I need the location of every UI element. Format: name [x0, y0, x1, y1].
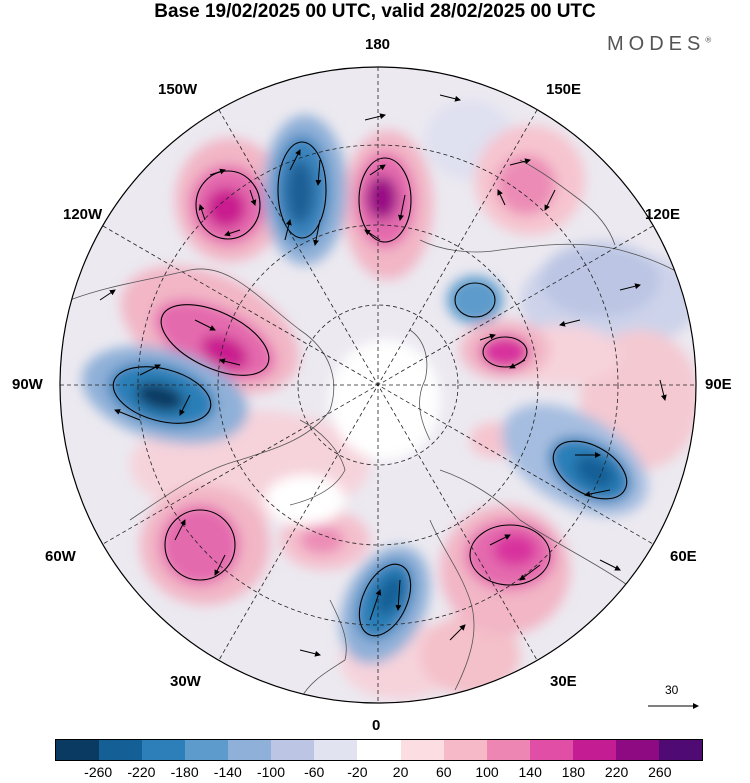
- reference-vector-label: 30: [665, 683, 679, 697]
- lon-label-120e: 120E: [645, 206, 681, 223]
- colorbar-swatch: [357, 740, 401, 760]
- colorbar-swatch: [228, 740, 272, 760]
- lon-label-30w: 30W: [170, 673, 201, 690]
- lon-label-60e: 60E: [670, 548, 697, 565]
- colorbar-tick-label: -100: [256, 764, 286, 780]
- map-boundary: [59, 66, 697, 704]
- colorbar-tick-label: 20: [392, 764, 409, 780]
- colorbar-tick-label: -60: [304, 764, 325, 780]
- lon-label-90w: 90W: [12, 376, 43, 393]
- colorbar-tick-label: 60: [436, 764, 452, 780]
- colorbar-swatch: [271, 740, 315, 760]
- wind-vectors: [99, 94, 667, 657]
- colorbar-swatch: [658, 740, 702, 760]
- colorbar-swatch: [56, 740, 100, 760]
- graticule: [60, 67, 696, 703]
- colorbar-swatch: [314, 740, 358, 760]
- polar-map: [59, 66, 699, 709]
- colorbar-tick-label: 260: [648, 764, 672, 780]
- contours: [112, 141, 628, 637]
- modes-logo: MODES®: [607, 33, 712, 55]
- lon-label-90e: 90E: [705, 376, 732, 393]
- colorbar-swatch: [99, 740, 143, 760]
- colorbar-tick-label: 100: [475, 764, 499, 780]
- colorbar-swatch: [572, 740, 616, 760]
- colorbar-tick-label: 180: [561, 764, 586, 780]
- colorbar-swatch: [443, 740, 487, 760]
- colorbar-ticks: -260 -220 -180 -140 -100 -60 -20 20 60 100 140 180 2…: [55, 764, 703, 782]
- colorbar-tick-label: -180: [170, 764, 199, 780]
- lon-label-150e: 150E: [546, 81, 582, 98]
- colorbar-swatch: [615, 740, 659, 760]
- colorbar-tick-label: 220: [604, 764, 629, 780]
- height-anomaly-field: [60, 67, 696, 703]
- colorbar-tick-label: -220: [127, 764, 156, 780]
- colorbar-tick-label: 140: [518, 764, 542, 780]
- lon-label-30e: 30E: [550, 673, 577, 690]
- lon-label-0: 0: [372, 717, 381, 734]
- colorbar-tick-label: -260: [84, 764, 113, 780]
- colorbar: [55, 739, 703, 761]
- colorbar-swatch: [185, 740, 229, 760]
- colorbar-swatch: [400, 740, 444, 760]
- lon-label-150w: 150W: [158, 81, 198, 98]
- colorbar-swatch: [486, 740, 530, 760]
- colorbar-swatch: [529, 740, 573, 760]
- lon-label-180: 180: [365, 36, 391, 53]
- lon-label-60w: 60W: [45, 548, 76, 565]
- colorbar-swatch: [142, 740, 186, 760]
- chart-title: Base 19/02/2025 00 UTC, valid 28/02/2025…: [154, 1, 596, 22]
- colorbar-tick-label: -140: [213, 764, 242, 780]
- lon-label-120w: 120W: [63, 206, 103, 223]
- colorbar-tick-label: -20: [347, 764, 368, 780]
